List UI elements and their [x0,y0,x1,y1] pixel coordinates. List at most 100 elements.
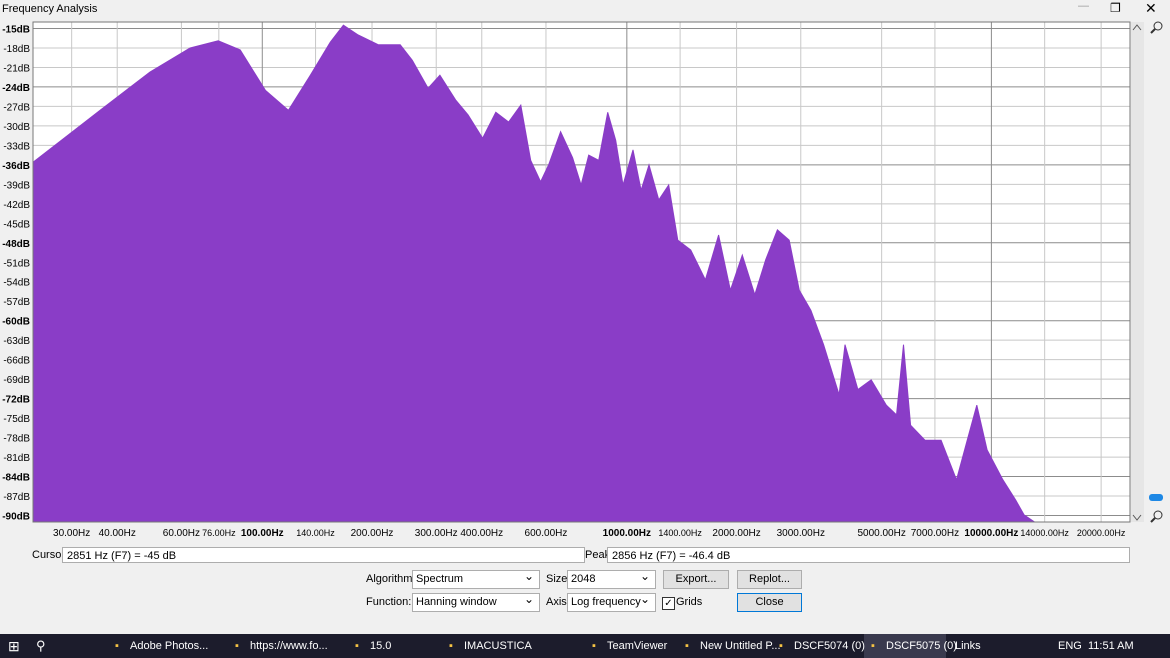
zoom-slider[interactable] [1149,494,1163,501]
grids-checkbox[interactable]: ✓ [662,597,675,610]
taskbar-item[interactable]: IMACUSTICA [464,640,532,652]
x-tick-label: 2000.00Hz [712,528,760,539]
taskbar-icon: ▪ [355,640,359,652]
spectrum-line [32,24,1035,523]
y-tick-label: -36dB [2,161,30,172]
y-tick-label: -75dB [3,414,30,425]
x-tick-label: 400.00Hz [460,528,503,539]
search-button[interactable]: ⚲ [36,638,46,653]
taskbar-item[interactable]: New Untitled P... [700,640,781,652]
spectrum-fill [33,25,1035,522]
axis-select[interactable]: Log frequency [567,591,656,612]
x-tick-label: 1000.00Hz [603,528,651,539]
y-tick-label: -51dB [3,258,30,269]
algorithm-label: Algorithm: [366,573,416,585]
y-tick-label: -60dB [2,317,30,328]
x-tick-label: 300.00Hz [415,528,458,539]
x-tick-label: 76.00Hz [202,528,236,538]
window-title: Frequency Analysis [2,3,98,15]
x-tick-label: 60.00Hz [163,528,200,539]
function-label: Function: [366,596,412,608]
y-tick-label: -84dB [2,473,30,484]
clock[interactable]: 11:51 AM [1088,640,1134,652]
taskbar-icon: ▪ [235,640,239,652]
y-tick-label: -78dB [3,434,30,445]
taskbar-item[interactable]: TeamViewer [607,640,668,652]
size-label: Size: [546,573,571,585]
taskbar-item[interactable]: DSCF5075 (0) [886,640,957,652]
x-tick-label: 30.00Hz [53,528,90,539]
taskbar-item[interactable]: DSCF5074 (0) [794,640,865,652]
y-tick-label: -48dB [2,239,30,250]
function-select[interactable]: Hanning window [412,591,540,612]
y-tick-label: -24dB [2,83,30,94]
grids-label: Grids [676,596,703,608]
close-button[interactable]: Close [737,593,802,612]
x-tick-label: 20000.00Hz [1077,528,1126,538]
y-tick-label: -69dB [3,375,30,386]
y-tick-label: -33dB [3,141,30,152]
y-tick-label: -39dB [3,180,30,191]
restore-button[interactable]: ❐ [1110,1,1121,15]
y-tick-label: -57dB [3,297,30,308]
y-tick-label: -45dB [3,219,30,230]
scrollbar[interactable] [1131,22,1144,522]
algorithm-select[interactable]: Spectrum [412,568,540,589]
y-tick-label: -90dB [2,512,30,523]
x-tick-label: 100.00Hz [241,528,284,539]
size-select[interactable]: 2048 [567,568,656,589]
taskbar-item[interactable]: https://www.fo... [250,640,328,652]
peak-readout: 2856 Hz (F7) = -46.4 dB [607,547,1130,563]
x-tick-label: 5000.00Hz [857,528,905,539]
scroll-up[interactable] [1132,24,1142,31]
y-tick-label: -63dB [3,336,30,347]
plot-border [32,21,1131,523]
zoom-out-icon[interactable] [1150,510,1163,523]
x-tick-label: 200.00Hz [351,528,394,539]
taskbar-item[interactable]: Adobe Photos... [130,640,209,652]
x-tick-label: 14000.00Hz [1020,528,1069,538]
x-tick-label: 1400.00Hz [658,528,702,538]
y-tick-label: -21dB [3,63,30,74]
y-tick-label: -66dB [3,356,30,367]
y-tick-label: -15dB [2,24,30,35]
taskbar-icon: ▪ [592,640,596,652]
taskbar: ⊞ ⚲ Links ENG 11:51 AM ▪ Adobe Photos... ▪… [0,634,1170,658]
x-tick-label: 600.00Hz [525,528,568,539]
language[interactable]: ENG [1058,640,1082,652]
y-tick-label: -30dB [3,122,30,133]
cursor-label: Cursor: [32,549,69,561]
y-tick-label: -27dB [3,102,30,113]
y-tick-label: -42dB [3,200,30,211]
scroll-down[interactable] [1132,514,1142,521]
x-tick-label: 140.00Hz [296,528,335,538]
taskbar-icon: ▪ [685,640,689,652]
cursor-readout: 2851 Hz (F7) = -45 dB [62,547,585,563]
y-tick-label: -81dB [3,453,30,464]
close-window-button[interactable]: ✕ [1145,0,1157,16]
y-tick-label: -18dB [3,44,30,55]
x-tick-label: 3000.00Hz [777,528,825,539]
axis-label: Axis: [546,596,570,608]
y-tick-label: -72dB [2,395,30,406]
taskbar-icon: ▪ [449,640,453,652]
active-highlight [864,634,946,658]
taskbar-icon: ▪ [779,640,783,652]
chart: -15dB -18dB -21dB -24dB -27dB -30dB -33dB -36dB… [2,21,1163,539]
links-label[interactable]: Links [955,640,981,652]
taskbar-icon: ▪ [115,640,119,652]
y-tick-label: -54dB [3,278,30,289]
peak-label: Peak: [585,549,614,561]
taskbar-item[interactable]: 15.0 [370,640,392,652]
start-button[interactable]: ⊞ [8,638,20,654]
minimize-button[interactable]: — [1078,0,1089,12]
y-tick-label: -87dB [3,492,30,503]
x-tick-label: 40.00Hz [99,528,136,539]
export-button[interactable]: Export... [663,570,729,589]
x-tick-label: 10000.00Hz [964,528,1018,539]
replot-button[interactable]: Replot... [737,570,802,589]
x-tick-label: 7000.00Hz [911,528,959,539]
zoom-in-icon[interactable] [1150,21,1163,34]
taskbar-icon: ▪ [871,640,875,652]
